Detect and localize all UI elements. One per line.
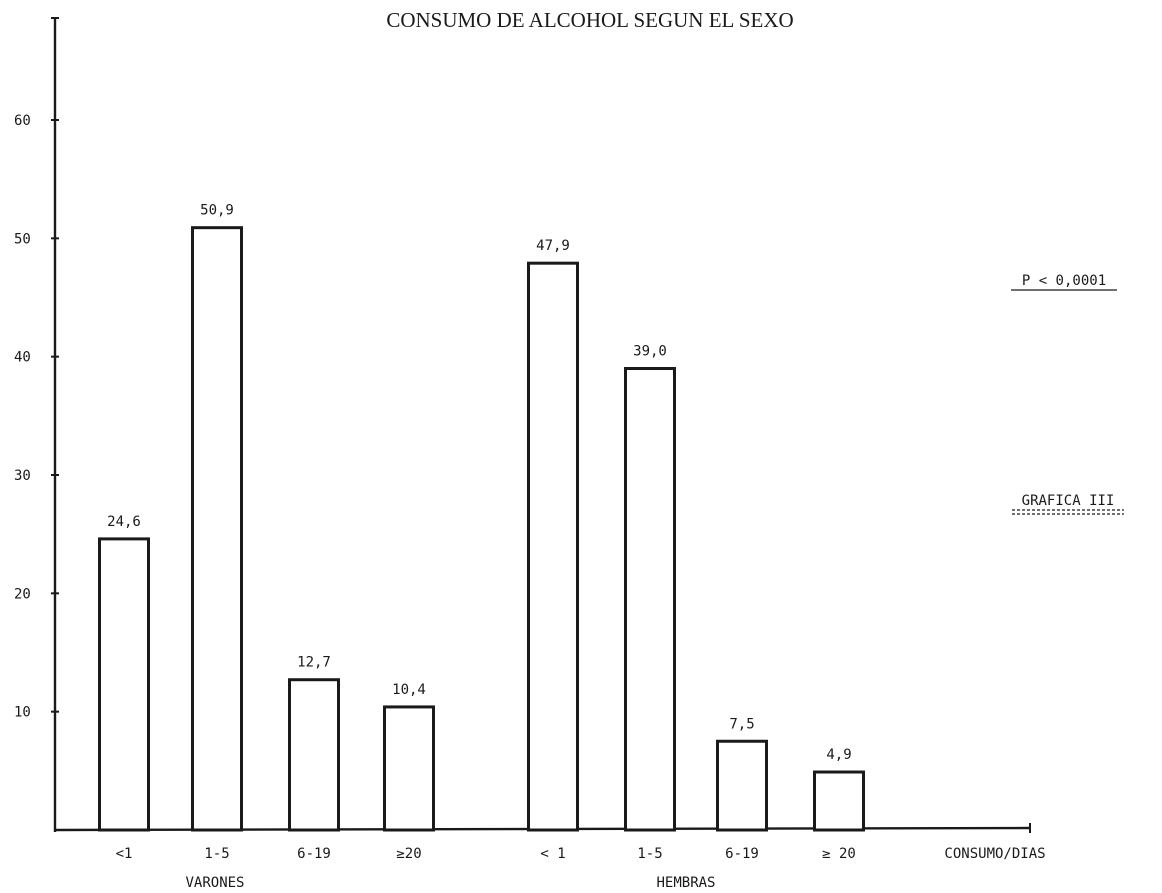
bar xyxy=(813,770,865,832)
y-tick-label: 20 xyxy=(14,586,31,602)
value-label: 39,0 xyxy=(633,344,667,360)
y-tick-label: 40 xyxy=(14,350,31,366)
bar xyxy=(527,261,579,832)
y-tick-label: 10 xyxy=(14,705,31,721)
bar xyxy=(98,537,150,832)
y-axis: 10 20 30 40 50 60 xyxy=(14,17,59,832)
y-tick-label: 60 xyxy=(14,113,31,129)
value-label: 7,5 xyxy=(729,716,754,732)
category-label: 6-19 xyxy=(297,846,331,862)
category-label: ≥ 20 xyxy=(822,846,856,862)
value-label: 10,4 xyxy=(392,682,426,698)
value-label: 47,9 xyxy=(536,238,570,254)
category-label: < 1 xyxy=(540,846,565,862)
value-labels: 24,6 50,9 12,7 10,4 47,9 39,0 7,5 4,9 xyxy=(107,203,852,763)
value-label: 12,7 xyxy=(297,655,331,671)
bars xyxy=(98,226,865,832)
bar xyxy=(716,739,768,832)
figure-number-label: GRAFICA III xyxy=(1022,493,1115,509)
bar xyxy=(624,367,676,832)
category-label: 6-19 xyxy=(725,846,759,862)
value-label: 4,9 xyxy=(826,747,851,763)
y-tick-label: 50 xyxy=(14,231,31,247)
bar xyxy=(288,678,340,832)
group-labels: VARONES HEMBRAS xyxy=(185,875,715,891)
category-label: 1-5 xyxy=(204,846,229,862)
y-tick-label: 30 xyxy=(14,468,31,484)
bar xyxy=(383,705,435,832)
p-value-annotation: P < 0,0001 xyxy=(1022,273,1106,289)
category-label: ≥20 xyxy=(396,846,421,862)
chart-title: CONSUMO DE ALCOHOL SEGUN EL SEXO xyxy=(386,8,793,32)
group-label: VARONES xyxy=(185,875,244,891)
category-label: 1-5 xyxy=(637,846,662,862)
x-axis-label: CONSUMO/DIAS xyxy=(944,846,1045,862)
category-labels: <1 1-5 6-19 ≥20 < 1 1-5 6-19 ≥ 20 xyxy=(116,846,856,862)
value-label: 50,9 xyxy=(200,203,234,219)
group-label: HEMBRAS xyxy=(656,875,715,891)
bar xyxy=(191,226,243,832)
value-label: 24,6 xyxy=(107,514,141,530)
category-label: <1 xyxy=(116,846,133,862)
